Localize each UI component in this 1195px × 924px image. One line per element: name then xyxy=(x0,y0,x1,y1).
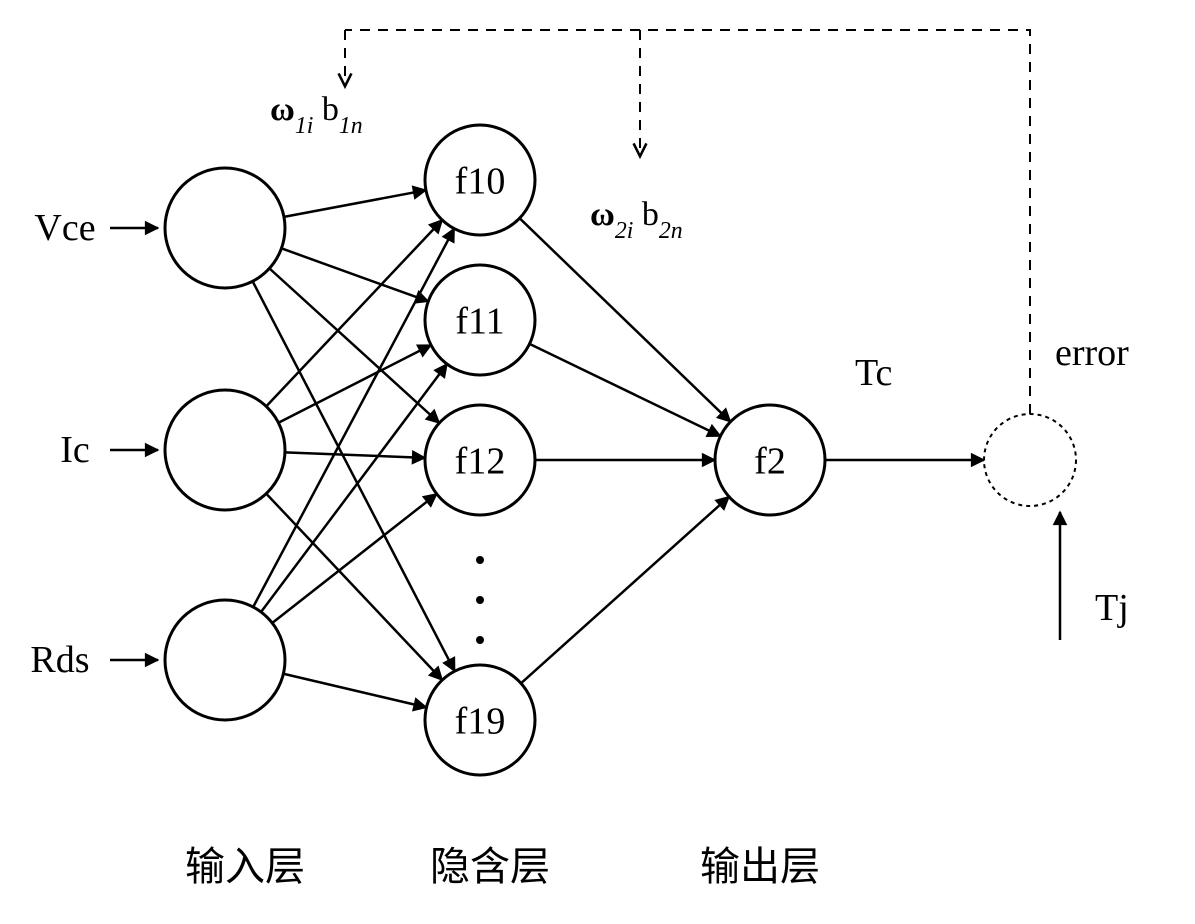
weight-label-2: ω2i b2n xyxy=(590,196,683,244)
tj-label: Tj xyxy=(1095,587,1129,629)
node-in_rds xyxy=(165,600,285,720)
layer-label-0: 输入层 xyxy=(185,844,305,889)
edge-in_ic-h10 xyxy=(266,220,442,406)
weight-label-1: ω1i b1n xyxy=(270,91,363,139)
node-label-h12: f12 xyxy=(455,440,506,482)
error-label: error xyxy=(1055,332,1129,374)
node-in_ic xyxy=(165,390,285,510)
node-label-out_f2: f2 xyxy=(754,440,786,482)
tc-label: Tc xyxy=(855,352,892,394)
edge-in_vce-h10 xyxy=(284,190,426,217)
edge-in_rds-h19 xyxy=(283,674,426,708)
input-label-Rds: Rds xyxy=(30,639,89,681)
edge-in_ic-h12 xyxy=(285,452,425,457)
edge-h19-out_f2 xyxy=(521,497,729,684)
edge-in_rds-h10 xyxy=(253,229,454,607)
ellipsis-dot xyxy=(476,556,484,564)
layer-label-2: 输出层 xyxy=(700,844,820,889)
ellipsis-dot xyxy=(476,636,484,644)
input-label-Ic: Ic xyxy=(60,429,90,471)
node-label-h10: f10 xyxy=(455,160,506,202)
ellipsis-dot xyxy=(476,596,484,604)
input-label-Vce: Vce xyxy=(34,207,95,249)
edge-in_vce-h12 xyxy=(269,268,439,423)
edge-in_ic-h19 xyxy=(266,494,442,680)
feedback-path xyxy=(345,30,1030,414)
edge-h11-out_f2 xyxy=(530,344,721,436)
node-err xyxy=(984,414,1076,506)
node-in_vce xyxy=(165,168,285,288)
edge-in_ic-h11 xyxy=(278,345,431,423)
edge-in_rds-h12 xyxy=(272,494,437,623)
node-label-h19: f19 xyxy=(455,700,506,742)
edge-in_vce-h19 xyxy=(253,281,455,671)
layer-label-1: 隐含层 xyxy=(430,844,550,889)
node-label-h11: f11 xyxy=(455,300,504,342)
edge-in_rds-h11 xyxy=(261,364,447,612)
